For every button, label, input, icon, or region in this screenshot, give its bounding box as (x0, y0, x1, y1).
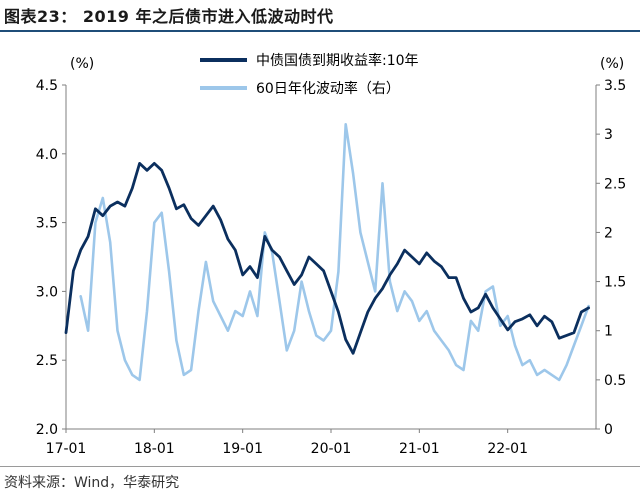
title-divider (0, 30, 640, 32)
y-right-tick-label: 1 (604, 324, 613, 340)
y-left-tick-label: 2.0 (36, 422, 58, 438)
legend: 中债国债到期收益率:10年 60日年化波动率（右） (200, 52, 419, 97)
x-tick-label: 17-01 (46, 441, 87, 457)
x-tick-label: 22-01 (487, 441, 528, 457)
y-left-tick-label: 3.5 (36, 216, 58, 232)
y-right-tick-label: 0 (604, 422, 613, 438)
y-left-tick-label: 4.0 (36, 147, 58, 163)
legend-item-volatility: 60日年化波动率（右） (200, 80, 400, 97)
y-right-tick-label: 2.5 (604, 176, 626, 192)
y-left-tick-label: 4.5 (36, 78, 58, 94)
series-line-volatility (79, 123, 590, 382)
y-left-tick-label: 2.5 (36, 353, 58, 369)
series-line-yield (64, 162, 590, 355)
x-tick-label: 21-01 (399, 441, 440, 457)
x-ticks: 17-01 18-01 19-01 20-01 21-01 22-01 (46, 429, 528, 457)
y-right-ticks: 0 0.5 1 1.5 2 2.5 3 3.5 (596, 78, 626, 438)
y-right-tick-label: 3.5 (604, 78, 626, 94)
axes (65, 85, 597, 430)
y-right-tick-label: 1.5 (604, 275, 626, 291)
y-left-tick-label: 3.0 (36, 284, 58, 300)
x-tick-label: 18-01 (134, 441, 175, 457)
y-right-tick-label: 3 (604, 127, 613, 143)
series-layer (64, 123, 590, 382)
source-note: 资料来源：Wind，华泰研究 (4, 475, 180, 491)
y-left-ticks: 2.0 2.5 3.0 3.5 4.0 4.5 (36, 78, 66, 438)
y-right-tick-label: 2 (604, 225, 613, 241)
legend-label-yield: 中债国债到期收益率:10年 (256, 52, 419, 69)
y-right-tick-label: 0.5 (604, 373, 626, 389)
legend-item-yield: 中债国债到期收益率:10年 (200, 52, 419, 69)
x-tick-label: 20-01 (311, 441, 352, 457)
footer-divider (0, 466, 640, 467)
x-tick-label: 19-01 (222, 441, 263, 457)
legend-label-volatility: 60日年化波动率（右） (256, 80, 400, 97)
y-right-unit-label: (%) (600, 56, 624, 72)
y-left-unit-label: (%) (70, 56, 94, 72)
chart-title: 图表23： 2019 年之后债市进入低波动时代 (4, 7, 334, 26)
